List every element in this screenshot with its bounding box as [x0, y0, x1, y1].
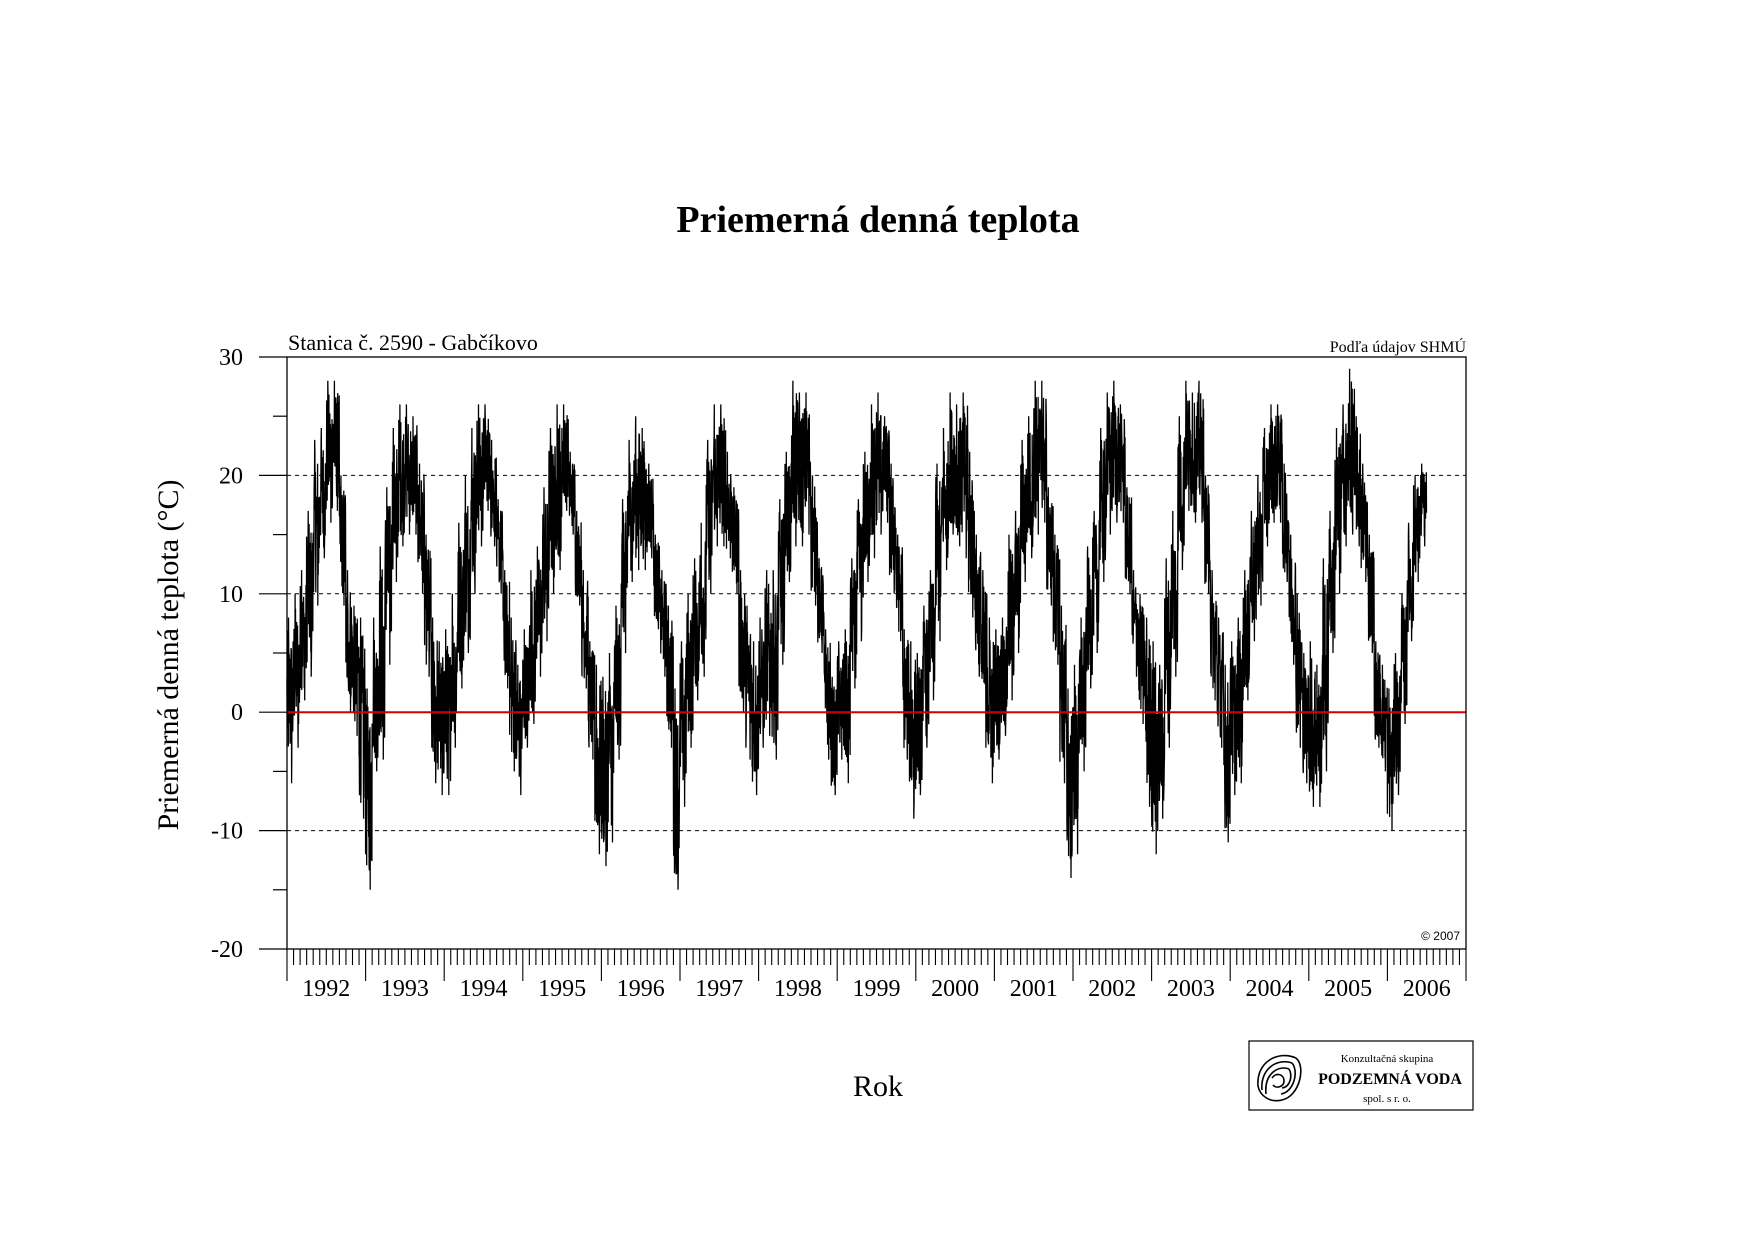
- x-tick-label: 2006: [1403, 976, 1451, 1002]
- copyright-label: © 2007: [1421, 929, 1460, 943]
- x-tick-label: 1993: [381, 976, 429, 1002]
- x-tick-label: 1994: [460, 976, 508, 1002]
- y-tick-label: 20: [219, 463, 243, 489]
- water-drop-logo-icon: [1257, 1054, 1302, 1102]
- y-tick-label: 10: [219, 582, 243, 608]
- y-axis: -20 -10 0 10 20 30: [211, 345, 287, 963]
- x-tick-label: 1999: [853, 976, 901, 1002]
- x-tick-label: 2004: [1246, 976, 1294, 1002]
- source-label: Podľa údajov SHMÚ: [1330, 337, 1467, 356]
- x-axis: 1992 1993 1994 1995 1996 1997 1998 1999 2000 2001…: [286, 949, 1467, 1002]
- x-tick-label: 1996: [617, 976, 665, 1002]
- y-tick-label: -20: [211, 937, 243, 963]
- x-tick-label: 1992: [302, 976, 350, 1002]
- logo-line1: Konzultačná skupina: [1341, 1053, 1434, 1065]
- x-tick-label: 2003: [1167, 976, 1215, 1002]
- x-tick-label: 1998: [774, 976, 822, 1002]
- y-axis-title: Priemerná denná teplota (°C): [152, 479, 185, 830]
- data-layer: [286, 368, 1428, 890]
- y-tick-label: 30: [219, 345, 243, 371]
- x-tick-label: 2005: [1324, 976, 1372, 1002]
- logo-line2: PODZEMNÁ VODA: [1318, 1069, 1462, 1088]
- temperature-series-line: [286, 368, 1428, 890]
- station-label: Stanica č. 2590 - Gabčíkovo: [288, 330, 538, 355]
- logo-line3: spol. s r. o.: [1363, 1093, 1411, 1105]
- chart-title: Priemerná denná teplota: [676, 199, 1079, 241]
- y-tick-label: -10: [211, 819, 243, 845]
- y-tick-label: 0: [231, 700, 243, 726]
- x-tick-label: 1997: [695, 976, 743, 1002]
- x-tick-label: 2001: [1010, 976, 1058, 1002]
- x-tick-label: 1995: [538, 976, 586, 1002]
- x-tick-label: 2000: [931, 976, 979, 1002]
- x-tick-label: 2002: [1088, 976, 1136, 1002]
- x-axis-title: Rok: [853, 1070, 903, 1103]
- company-logo: Konzultačná skupina PODZEMNÁ VODA spol. …: [1248, 1040, 1474, 1111]
